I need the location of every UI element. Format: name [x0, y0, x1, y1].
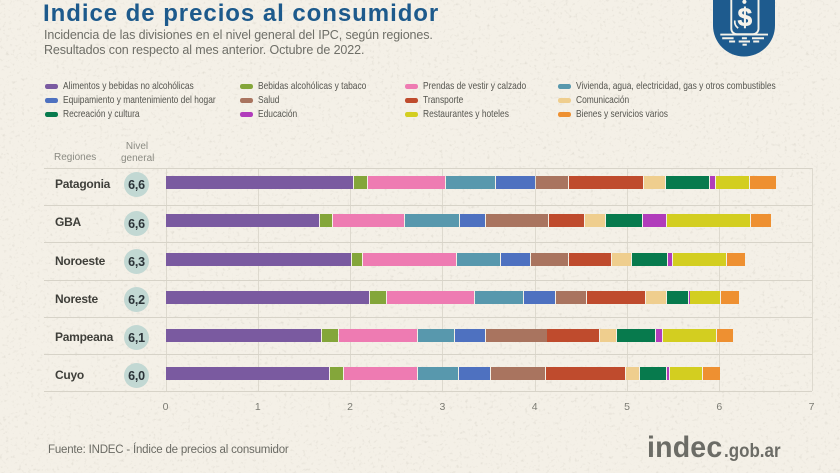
svg-text:$: $ — [738, 2, 753, 32]
